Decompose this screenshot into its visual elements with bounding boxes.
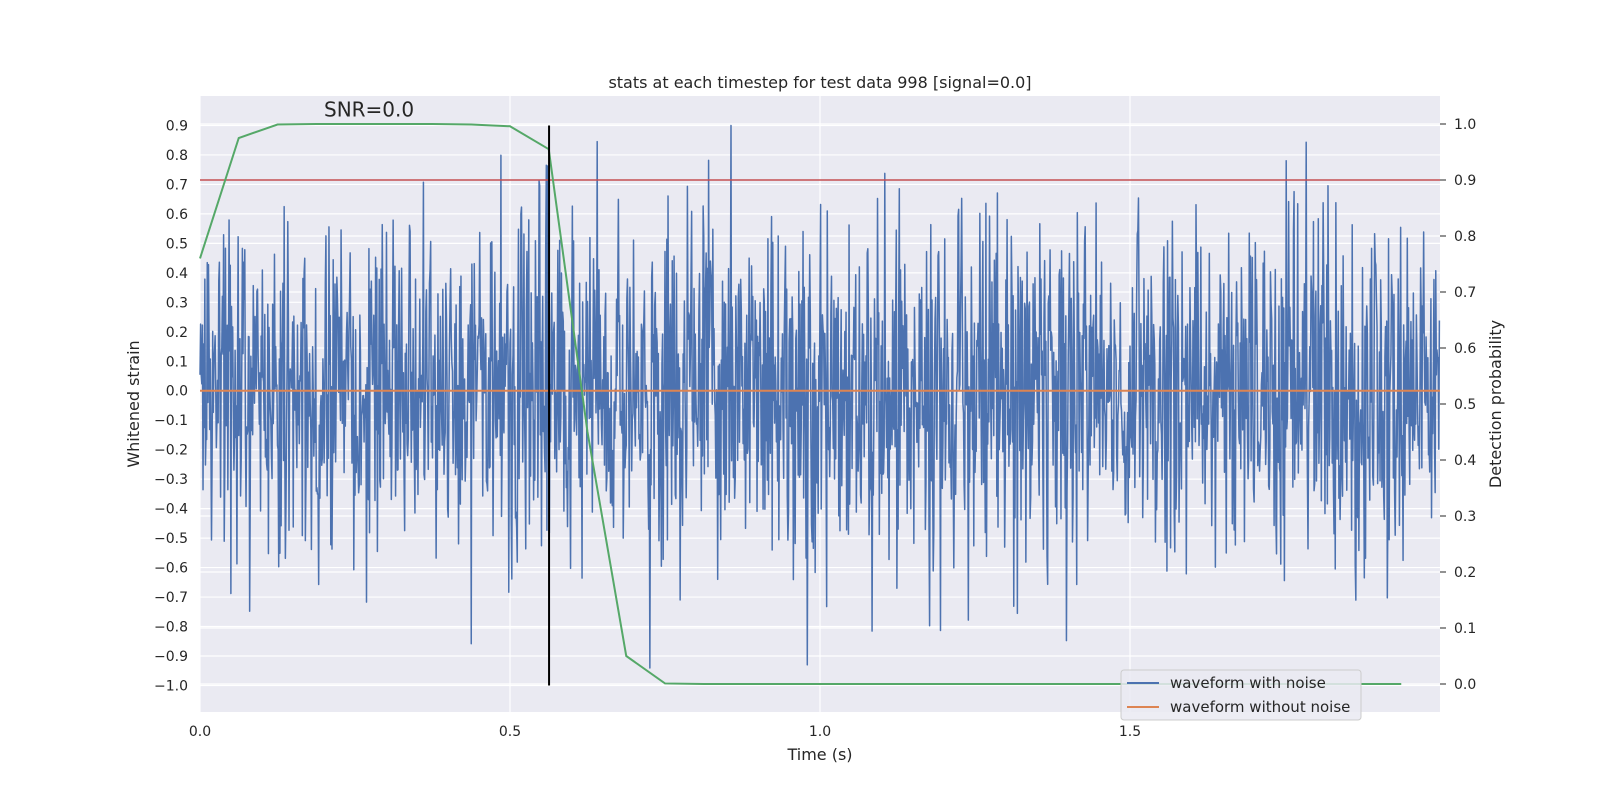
y-axis-label-right: Detection probability — [1486, 320, 1505, 488]
legend: waveform with noise waveform without noi… — [1120, 669, 1362, 721]
y-tick-label-left: 0.9 — [166, 118, 188, 134]
x-tick-label: 1.0 — [809, 724, 831, 740]
y-tick-label-right: 0.7 — [1454, 285, 1476, 301]
y-tick-label-left: −0.5 — [154, 531, 188, 547]
x-tick-label: 0.0 — [189, 724, 211, 740]
x-tick-label: 1.5 — [1119, 724, 1141, 740]
y-tick-label-left: −0.4 — [154, 502, 188, 518]
y-tick-label-right: 0.2 — [1454, 565, 1476, 581]
y-tick-label-right: 0.9 — [1454, 173, 1476, 189]
y-tick-label-right: 0.1 — [1454, 621, 1476, 637]
y-tick-label-left: −0.3 — [154, 472, 188, 488]
chart-title: stats at each timestep for test data 998… — [608, 73, 1031, 92]
y-tick-label-left: −0.2 — [154, 443, 188, 459]
legend-box — [1120, 669, 1362, 721]
y-tick-label-right: 0.4 — [1454, 453, 1476, 469]
y-tick-label-left: 0.0 — [166, 384, 188, 400]
y-tick-label-left: −0.1 — [154, 413, 188, 429]
axes-layer: 0.0 0.5 1.0 1.5 0.9 0.8 0.7 0.6 0.5 0.4 0.3 0.2 0.1 0… — [154, 117, 1476, 740]
y-tick-label-right: 0.3 — [1454, 509, 1476, 525]
x-axis-label: Time (s) — [786, 745, 852, 764]
y-axis-label-left: Whitened strain — [124, 340, 143, 467]
series-waveform-with-noise — [199, 124, 1441, 669]
noise-layer — [199, 124, 1441, 669]
y-tick-label-left: −0.8 — [154, 620, 188, 636]
y-tick-label-right: 1.0 — [1454, 117, 1476, 133]
y-tick-label-left: 0.1 — [166, 354, 188, 370]
legend-label-noise: waveform with noise — [1170, 674, 1326, 692]
y-tick-label-right: 0.6 — [1454, 341, 1476, 357]
y-tick-label-left: 0.2 — [166, 325, 188, 341]
y-tick-label-left: 0.5 — [166, 236, 188, 252]
y-tick-label-right: 0.8 — [1454, 229, 1476, 245]
y-tick-label-left: 0.4 — [166, 266, 188, 282]
y-tick-label-left: 0.3 — [166, 295, 188, 311]
y-tick-label-left: 0.8 — [166, 148, 188, 164]
y-tick-label-right: 0.5 — [1454, 397, 1476, 413]
y-tick-label-left: −1.0 — [154, 678, 188, 694]
y-tick-label-left: −0.9 — [154, 649, 188, 665]
snr-annotation: SNR=0.0 — [324, 98, 414, 122]
y-tick-label-left: −0.7 — [154, 590, 188, 606]
y-tick-label-left: 0.6 — [166, 207, 188, 223]
y-tick-label-left: 0.7 — [166, 177, 188, 193]
x-tick-label: 0.5 — [499, 724, 521, 740]
y-tick-label-left: −0.6 — [154, 561, 188, 577]
y-tick-label-right: 0.0 — [1454, 677, 1476, 693]
legend-label-clean: waveform without noise — [1170, 698, 1350, 716]
